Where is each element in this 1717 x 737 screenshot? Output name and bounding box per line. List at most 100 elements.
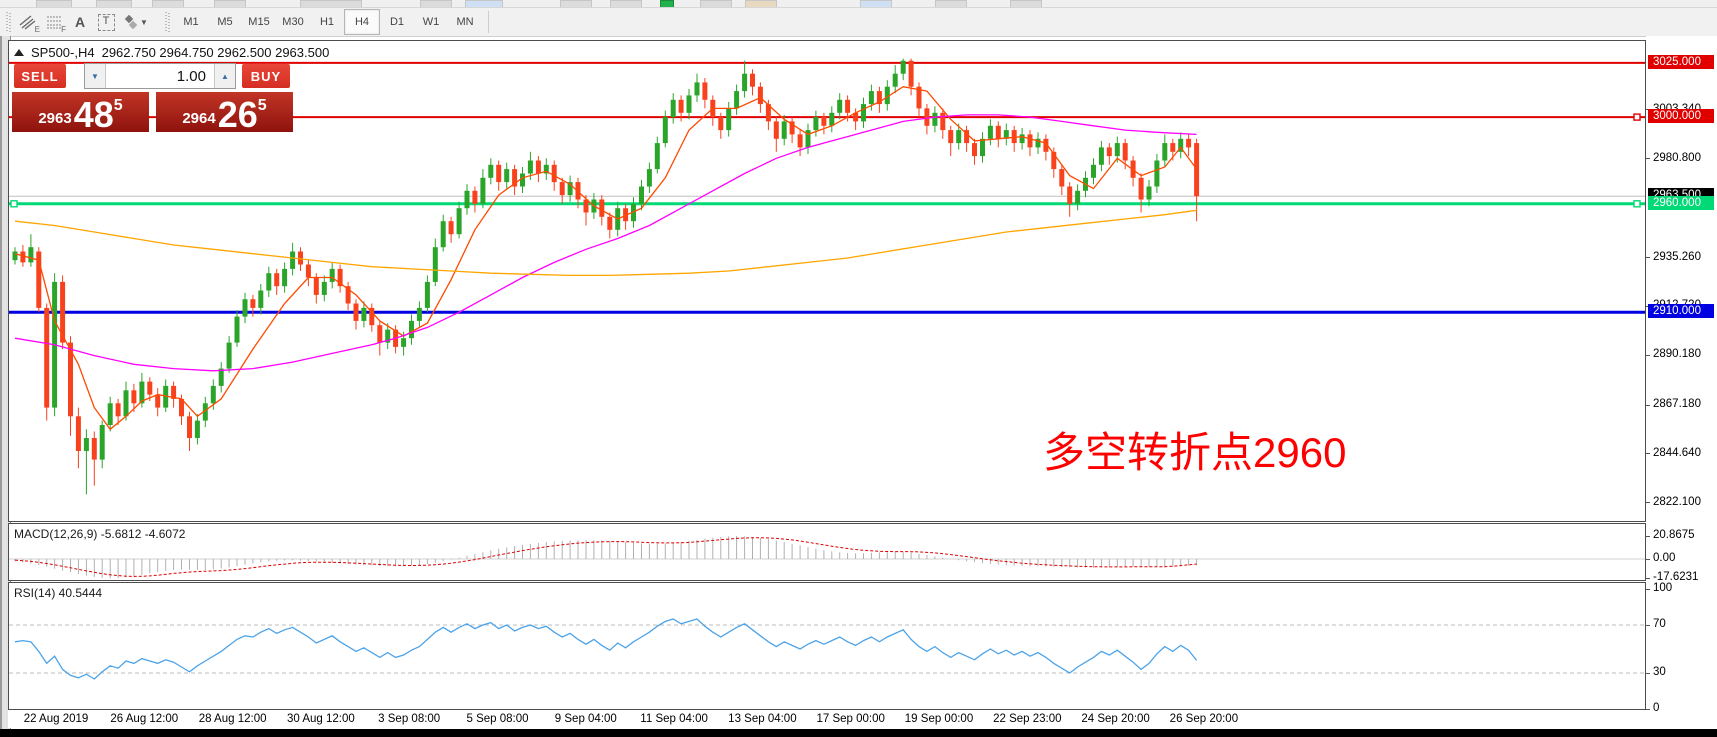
buy-price-fraction: 5 (257, 97, 267, 114)
timeframe-h4-button[interactable]: H4 (344, 9, 380, 35)
volume-increase-button[interactable]: ▲ (214, 64, 235, 88)
macd-tick-label: 0.00 (1653, 552, 1676, 564)
price-axis[interactable]: 3003.3402980.8002935.2602912.7202890.180… (1646, 36, 1717, 714)
axis-tick-mark (1646, 708, 1650, 710)
toolbar-separator (488, 11, 489, 33)
sell-button[interactable]: SELL (14, 64, 66, 88)
time-axis-label: 26 Sep 20:00 (1169, 713, 1239, 725)
time-axis-label: 17 Sep 00:00 (816, 713, 885, 725)
equidistant-channel-tool-button[interactable]: E (15, 10, 41, 34)
price-tick-label: 2822.100 (1653, 495, 1701, 508)
timeframe-d1-button[interactable]: D1 (389, 16, 405, 28)
toolbar-fragment (420, 0, 452, 7)
rsi-tick-label: 70 (1653, 618, 1666, 630)
timeframe-mn-button[interactable]: MN (456, 16, 474, 28)
price-badge: 2910.000 (1648, 304, 1714, 319)
symbol-title: SP500-,H4 (31, 45, 95, 60)
axis-tick-mark (1646, 354, 1650, 356)
timeframe-m30-button[interactable]: M30 (282, 16, 304, 28)
toolbar-fragment (610, 0, 642, 7)
toolbar: E F A T ▼ M1 M5 M15 M30 H1 H4 (0, 8, 1717, 37)
price-tick-label: 2935.260 (1653, 250, 1701, 263)
new-order-fragment (660, 0, 674, 7)
buy-button[interactable]: BUY (242, 64, 290, 88)
rsi-canvas (9, 618, 1645, 680)
toolbar-fragment (36, 0, 72, 7)
axis-tick-mark (1646, 624, 1650, 626)
toolbar-fragment (300, 0, 362, 7)
chart-text-annotation: 多空转折点2960 (1043, 429, 1347, 476)
toolbar-fragment (96, 0, 132, 7)
volume-field[interactable]: 1.00 (176, 67, 206, 85)
timeframe-h1-button[interactable]: H1 (319, 16, 335, 28)
time-axis-label: 22 Aug 2019 (23, 713, 89, 725)
timeframe-m1-button[interactable]: M1 (183, 16, 199, 28)
symbol-collapse-icon[interactable] (14, 49, 24, 56)
bottom-window-edge (0, 729, 1717, 737)
main-chart-panel[interactable]: SP500-,H4 2962.750 2964.750 2962.500 296… (8, 40, 1646, 522)
fibonacci-tool-button[interactable]: F (41, 10, 67, 34)
rsi-tick-label: 100 (1653, 582, 1673, 594)
macd-canvas (9, 536, 1645, 579)
toolbar-fragment (560, 0, 592, 7)
price-badge: 3025.000 (1648, 54, 1714, 69)
buy-price-main: 2964 (182, 110, 216, 127)
price-tick-label: 2980.800 (1653, 151, 1701, 164)
chevron-up-icon: ▲ (221, 71, 229, 81)
toolbar-drag-handle[interactable] (6, 12, 11, 32)
rsi-tick-label: 0 (1653, 702, 1660, 714)
text-box-tool-button[interactable]: T (93, 10, 119, 34)
axis-tick-mark (1646, 404, 1650, 406)
macd-indicator-panel[interactable]: MACD(12,26,9) -5.6812 -4.6072 (8, 523, 1646, 581)
toolbar-fragment (745, 0, 777, 7)
time-axis-label: 5 Sep 08:00 (466, 713, 529, 725)
timeframe-m5-button[interactable]: M5 (217, 16, 233, 28)
text-box-icon: T (97, 13, 115, 31)
macd-tick-label: -17.6231 (1653, 571, 1699, 584)
rsi-indicator-panel[interactable]: RSI(14) 40.5444 (8, 582, 1646, 710)
time-axis-label: 9 Sep 04:00 (554, 713, 617, 725)
axis-tick-mark (1646, 558, 1650, 560)
axis-tick-mark (1646, 158, 1650, 160)
time-axis-label: 26 Aug 12:00 (110, 713, 179, 725)
toolbar-top-clipped (0, 0, 1717, 8)
toolbar-drag-handle[interactable] (165, 12, 170, 32)
axis-tick-mark (1646, 502, 1650, 504)
ohlc-values: 2962.750 2964.750 2962.500 2963.500 (101, 45, 330, 60)
axis-tick-mark (1646, 588, 1650, 590)
price-tick-label: 2844.640 (1653, 446, 1701, 459)
buy-price-tile[interactable]: 2964 26 5 (156, 92, 293, 133)
rsi-label: RSI(14) 40.5444 (14, 586, 103, 600)
axis-tick-mark (1646, 257, 1650, 258)
chevron-down-icon: ▼ (140, 17, 148, 27)
toolbar-fragment (1010, 0, 1042, 7)
sell-price-pips: 48 (73, 94, 114, 136)
arrows-tool-button[interactable]: ▼ (119, 10, 153, 34)
time-axis-label: 24 Sep 20:00 (1081, 713, 1150, 725)
axis-tick-mark (1646, 535, 1650, 537)
tool-letter: F (61, 25, 66, 34)
toolbar-fragment (860, 0, 892, 7)
price-tick-label: 2867.180 (1653, 398, 1701, 411)
toolbar-fragment (935, 0, 967, 7)
timeframe-m15-button[interactable]: M15 (248, 16, 270, 28)
time-axis[interactable]: 22 Aug 2019 26 Aug 12:00 28 Aug 12:00 30 Au… (8, 710, 1646, 728)
timeframe-w1-button[interactable]: W1 (422, 16, 440, 28)
volume-decrease-button[interactable]: ▼ (85, 64, 106, 88)
text-label-tool-button[interactable]: A (74, 14, 86, 30)
chart-header: SP500-,H4 2962.750 2964.750 2962.500 296… (14, 45, 329, 60)
main-chart-canvas[interactable] (9, 41, 1645, 521)
time-axis-label: 28 Aug 12:00 (198, 713, 267, 725)
time-axis-label: 19 Sep 00:00 (904, 713, 974, 725)
diagonal-lines-icon (19, 15, 36, 30)
toolbar-fragment (152, 0, 184, 7)
price-badge: 2960.000 (1648, 195, 1714, 210)
axis-tick-mark (1646, 672, 1650, 674)
sell-price-tile[interactable]: 2963 48 5 (12, 92, 149, 136)
rsi-tick-label: 30 (1653, 666, 1666, 678)
one-click-trading-widget: SELL ▼ 1.00 ▲ BUY 2963 48 5 (12, 63, 298, 136)
macd-tick-label: 20.8675 (1653, 529, 1695, 541)
sell-price-fraction: 5 (113, 97, 123, 114)
fibonacci-lines-icon (47, 16, 61, 29)
